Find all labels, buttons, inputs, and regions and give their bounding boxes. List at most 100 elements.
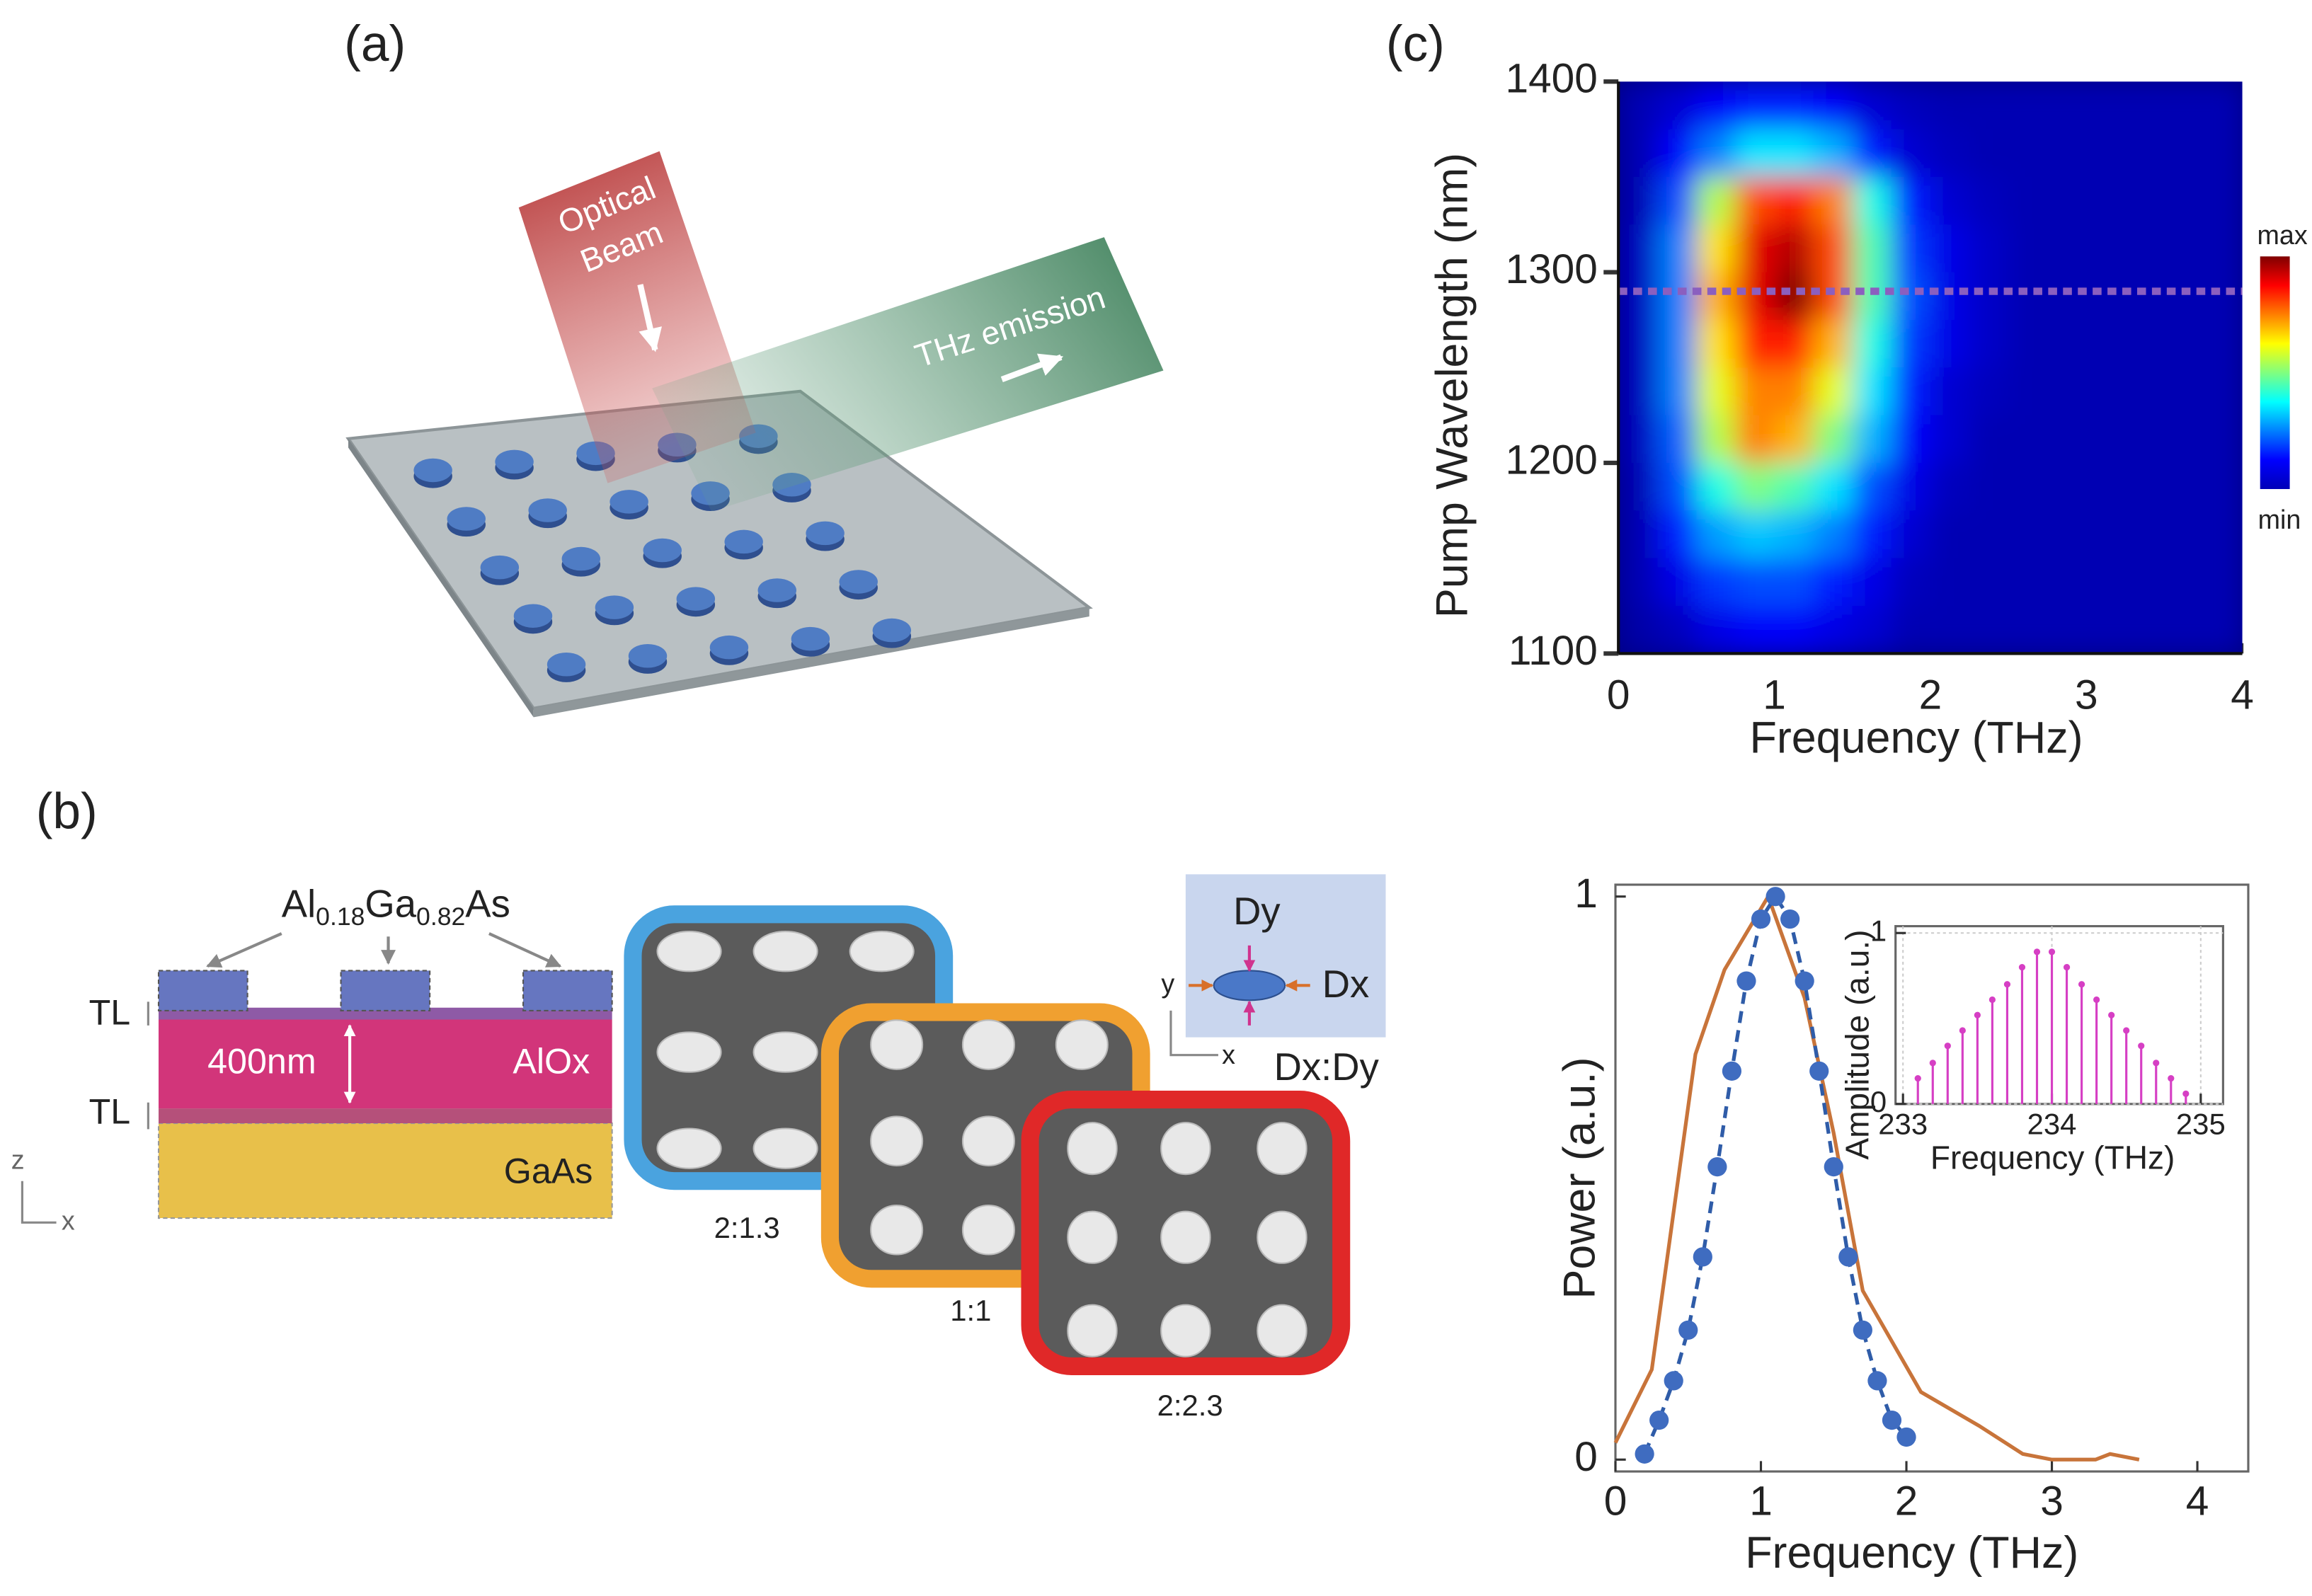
heatmap-cell [2125,462,2165,512]
stem-head [1914,1074,1921,1082]
heatmap-cell [1696,462,1736,512]
heatmap-cell [2047,510,2088,559]
heatmap-cell [2164,176,2204,226]
heatmap-cell [2164,81,2204,130]
heatmap-cell [2086,129,2127,178]
heatmap-cell [2008,415,2049,464]
heatmap-cell [1891,367,1931,416]
layer-label: AlOx [513,1042,590,1081]
heatmap-cell [2047,415,2088,464]
panel-label: (c) [1386,16,1445,72]
heatmap-cell [2125,367,2165,416]
sem-pillar [870,1205,924,1256]
heatmap-cell [2164,319,2204,369]
heatmap-cell [2047,81,2088,130]
heatmap-cell [2203,415,2243,464]
panel-b-stack: Al0.18Ga0.82As TL TL 400nm AlOx GaAs z x [11,883,613,1235]
axis-letter: x [62,1205,75,1235]
heatmap-cell [1930,462,1971,512]
heatmap-cell [1618,415,1659,464]
heatmap-cell [1891,224,1931,273]
y-tick-label: 1400 [1505,56,1597,102]
x-tick-label: 2 [1919,672,1942,718]
heatmap-cell [1774,558,1814,607]
heatmap-cell [2125,606,2165,654]
ratio-label: 1:1 [950,1294,991,1327]
heatmap-cell [1852,415,1892,464]
heatmap-cell [1657,176,1698,226]
heatmap-cell [1813,319,1853,369]
heatmap-cell [1852,272,1892,321]
heatmap-cell [1774,510,1814,559]
pointer [488,932,562,968]
marker [1838,1247,1858,1267]
heatmap-cell [1696,415,1736,464]
sem-pillar [961,1019,1015,1070]
marker [1882,1410,1902,1430]
stem-head [2108,1011,2115,1018]
material-label: Al0.18Ga0.82As [282,883,510,931]
heatmap-cell [1618,319,1659,369]
heatmap-cell [1930,367,1971,416]
sem-pillar [1160,1210,1211,1264]
marker [1649,1410,1669,1430]
heatmap-cell [1852,558,1892,607]
heatmap-cell [1930,558,1971,607]
heatmap-cell [2008,176,2049,226]
marker [1896,1427,1916,1447]
heatmap-cell [1852,129,1892,178]
heatmap-cell [2203,367,2243,416]
ratio-inset: Dy Dx y x Dx:Dy [1161,874,1386,1089]
colorbar-label: min [2258,505,2301,534]
sem-pillar [752,1031,818,1073]
disk [676,587,716,611]
heatmap-cell [1774,606,1814,654]
heatmap-cell [1891,558,1931,607]
heatmap-cell [2008,558,2049,607]
marker [1664,1371,1683,1391]
heatmap-cell [2203,176,2243,226]
marker [1736,971,1756,991]
y-tick-label: 0 [1574,1434,1598,1480]
disk [561,546,601,571]
heatmap-cell [1930,129,1971,178]
stem-head [2018,963,2026,971]
y-tick-label: 0 [1870,1085,1887,1118]
sem-pillar [1067,1122,1118,1176]
layer-label: 400nm [207,1042,316,1081]
stem-head [1959,1027,1966,1034]
disk [643,538,682,563]
marker [1635,1444,1654,1464]
marker [1722,1061,1742,1081]
layer-label: TL [89,1092,131,1132]
heatmap-cell [2203,558,2243,607]
heatmap-cell [1735,319,1775,369]
sem-pillar [870,1019,924,1070]
heatmap-cell [1618,367,1659,416]
heatmap-cell [2047,319,2088,369]
sem-pillar [961,1115,1015,1166]
heatmap-cell [1657,415,1698,464]
disk [724,529,763,554]
heatmap-cell [1696,272,1736,321]
substrate-edge [533,607,1089,718]
heatmap-cell [1774,462,1814,512]
heatmap-cell [2125,81,2165,130]
heatmap-cell [1696,367,1736,416]
marker [1780,909,1800,929]
heatmap-cell [1852,462,1892,512]
heatmap-cell [1969,272,2010,321]
x-tick-label: 3 [2040,1479,2064,1525]
heatmap-cell [1852,367,1892,416]
heatmap-cell [1618,129,1659,178]
heatmap-cell [2086,558,2127,607]
colorbar [2260,256,2290,489]
disk [610,490,648,514]
heatmap-cell [1657,606,1698,654]
heatmap-cell [2164,558,2204,607]
heatmap-cell [1891,319,1931,369]
heatmap-cell [2125,129,2165,178]
heatmap-cell [1969,224,2010,273]
disk [872,618,912,643]
